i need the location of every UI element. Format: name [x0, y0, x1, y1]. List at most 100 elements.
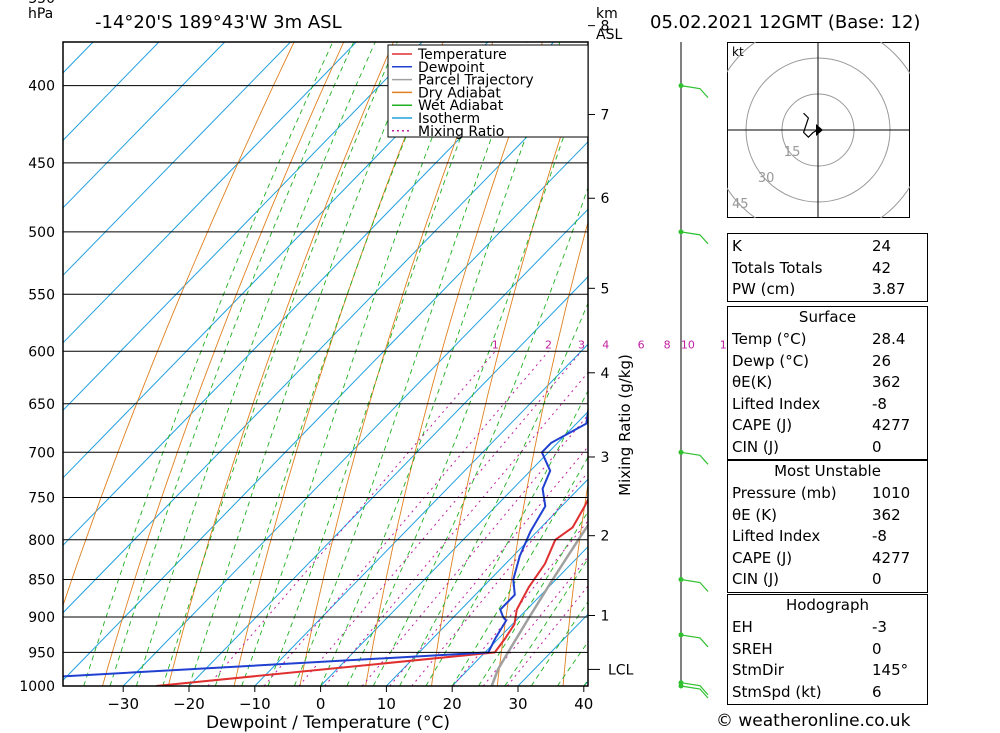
table-row: Lifted Index -8: [728, 393, 927, 414]
mixing-ratio-label: 3: [578, 338, 585, 351]
row-key: SREH: [732, 639, 773, 658]
pressure-tick-label: 350: [28, 0, 55, 7]
row-key: Lifted Index: [732, 394, 821, 413]
km-tick-label: 8: [601, 19, 610, 35]
dewpoint-profile: [63, 405, 588, 678]
mixing-ratio-line: [361, 414, 588, 686]
row-value: 4277: [872, 548, 911, 567]
lcl-label: LCL: [608, 662, 634, 678]
mixing-ratio-label: 1: [492, 338, 499, 351]
wet-adiabat-line: [109, 42, 355, 686]
row-key: Totals Totals: [732, 258, 823, 277]
row-key: CIN (J): [732, 437, 780, 456]
wind-barb: [680, 685, 709, 699]
km-tick-label: 1: [601, 609, 610, 625]
hodograph-table: Hodograph EH -3 SREH 0 StmDir 145° StmSpd (kt)…: [727, 594, 928, 705]
temp-tick-label: −10: [239, 695, 271, 713]
table-row: SREH 0: [728, 638, 927, 659]
table-row: Pressure (mb) 1010: [728, 482, 927, 503]
wet-adiabat-line: [372, 186, 588, 686]
table-row: Temp (°C) 28.4: [728, 328, 927, 349]
hodograph-chart: 15 30 45 kt: [727, 42, 910, 218]
table-row: CIN (J) 0: [728, 436, 927, 457]
table-row: EH -3: [728, 616, 927, 637]
indices-table: K 24 Totals Totals 42 PW (cm) 3.87: [727, 233, 928, 302]
pressure-tick-label: 800: [28, 533, 55, 549]
isotherm-line: [63, 42, 94, 74]
pressure-tick-label: 650: [28, 397, 55, 413]
pressure-tick-label: 700: [28, 445, 55, 461]
row-key: Pressure (mb): [732, 484, 837, 502]
isotherm-line: [254, 343, 588, 686]
mixing-ratio-line: [452, 520, 588, 686]
row-value: 0: [872, 639, 882, 658]
mixing-ratio-label: 8: [664, 338, 671, 351]
isotherm-line: [122, 208, 588, 686]
wind-barb: [680, 578, 709, 592]
mixing-ratio-line: [389, 446, 588, 686]
row-key: PW (cm): [732, 280, 796, 298]
pressure-unit-label: hPa: [28, 6, 54, 22]
most-unstable-title: Most Unstable: [774, 462, 881, 480]
hodograph-ring-label: 30: [758, 171, 775, 186]
mixing-ratio-label: 6: [638, 338, 645, 351]
table-row: Dewp (°C) 26: [728, 350, 927, 371]
isotherm-line: [63, 42, 555, 546]
row-key: K: [732, 237, 742, 255]
row-value: 0: [872, 570, 882, 588]
legend-wet-adiabat-label: Wet Adiabat: [418, 98, 504, 114]
row-key: StmDir: [732, 661, 784, 679]
km-tick-label: 5: [601, 281, 610, 297]
wet-adiabat-line: [425, 389, 588, 686]
hodograph-trace: [802, 112, 819, 139]
legend-box: [387, 44, 589, 138]
mixing-ratio-axis-title: Mixing Ratio (g/kg): [616, 354, 634, 496]
pressure-tick-label: 500: [28, 225, 55, 241]
row-key: CAPE (J): [732, 548, 793, 567]
row-key: CAPE (J): [732, 416, 793, 434]
isotherm-line: [451, 546, 588, 686]
km-tick-label: 3: [601, 450, 610, 466]
wind-barb: [680, 85, 709, 99]
legend-parcel-label: Parcel Trajectory: [418, 73, 534, 89]
pressure-tick-label: 950: [28, 645, 55, 661]
row-value: 26: [872, 351, 892, 370]
table-row: CAPE (J) 4277: [728, 547, 927, 568]
wet-adiabat-line: [83, 42, 334, 686]
pressure-tick-label: 600: [28, 344, 55, 360]
mixing-ratio-line: [207, 350, 496, 686]
temperature-profile: [156, 497, 588, 686]
dry-adiabat-line: [562, 481, 588, 686]
table-row: Totals Totals 42: [728, 257, 927, 278]
temp-tick-label: 0: [316, 695, 326, 713]
isotherm-line: [63, 42, 423, 412]
wind-barb: [680, 682, 709, 696]
isotherm-line: [63, 42, 226, 209]
isotherm-line: [63, 73, 588, 614]
row-value: 28.4: [872, 330, 906, 348]
hodograph-ring-label: 15: [784, 145, 801, 160]
row-key: Lifted Index: [732, 527, 821, 545]
isotherm-line: [386, 478, 588, 686]
pressure-tick-label: 900: [28, 610, 55, 626]
wind-barb: [680, 451, 709, 465]
mixing-ratio-line: [263, 350, 549, 686]
table-row: K 24: [728, 235, 927, 256]
pressure-tick-label: 450: [28, 156, 55, 172]
legend-isotherm-label: Isotherm: [418, 111, 480, 127]
row-key: Temp (°C): [732, 330, 807, 348]
hodograph-title: Hodograph: [785, 596, 870, 614]
pressure-tick-label: 850: [28, 573, 55, 589]
table-row: CIN (J) 0: [728, 568, 927, 589]
isotherm-line: [63, 141, 588, 681]
row-value: 3.87: [872, 280, 906, 298]
parcel-trajectory: [490, 522, 588, 686]
temp-tick-label: 30: [508, 695, 527, 713]
site-credit[interactable]: © weatheronline.co.uk: [716, 711, 911, 731]
legend-dry-adiabat-label: Dry Adiabat: [418, 85, 501, 101]
temp-tick-label: −30: [107, 695, 139, 713]
row-value: 42: [872, 258, 892, 277]
isotherm-line: [63, 42, 160, 142]
km-label: km: [596, 6, 618, 22]
